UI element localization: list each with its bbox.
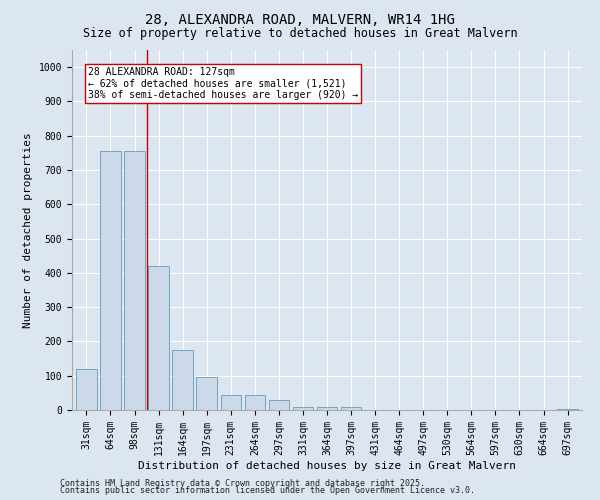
Bar <box>557 408 578 410</box>
Text: Contains HM Land Registry data © Crown copyright and database right 2025.: Contains HM Land Registry data © Crown c… <box>60 478 425 488</box>
Bar <box>293 406 313 410</box>
Bar <box>317 406 337 410</box>
Y-axis label: Number of detached properties: Number of detached properties <box>23 132 33 328</box>
X-axis label: Distribution of detached houses by size in Great Malvern: Distribution of detached houses by size … <box>138 460 516 470</box>
Bar <box>148 266 169 410</box>
Bar <box>124 151 145 410</box>
Bar <box>100 151 121 410</box>
Bar <box>172 350 193 410</box>
Text: Contains public sector information licensed under the Open Government Licence v3: Contains public sector information licen… <box>60 486 475 495</box>
Bar <box>341 408 361 410</box>
Text: Size of property relative to detached houses in Great Malvern: Size of property relative to detached ho… <box>83 28 517 40</box>
Text: 28 ALEXANDRA ROAD: 127sqm
← 62% of detached houses are smaller (1,521)
38% of se: 28 ALEXANDRA ROAD: 127sqm ← 62% of detac… <box>88 67 358 100</box>
Bar <box>245 394 265 410</box>
Bar <box>221 394 241 410</box>
Text: 28, ALEXANDRA ROAD, MALVERN, WR14 1HG: 28, ALEXANDRA ROAD, MALVERN, WR14 1HG <box>145 12 455 26</box>
Bar <box>76 369 97 410</box>
Bar <box>196 378 217 410</box>
Bar <box>269 400 289 410</box>
